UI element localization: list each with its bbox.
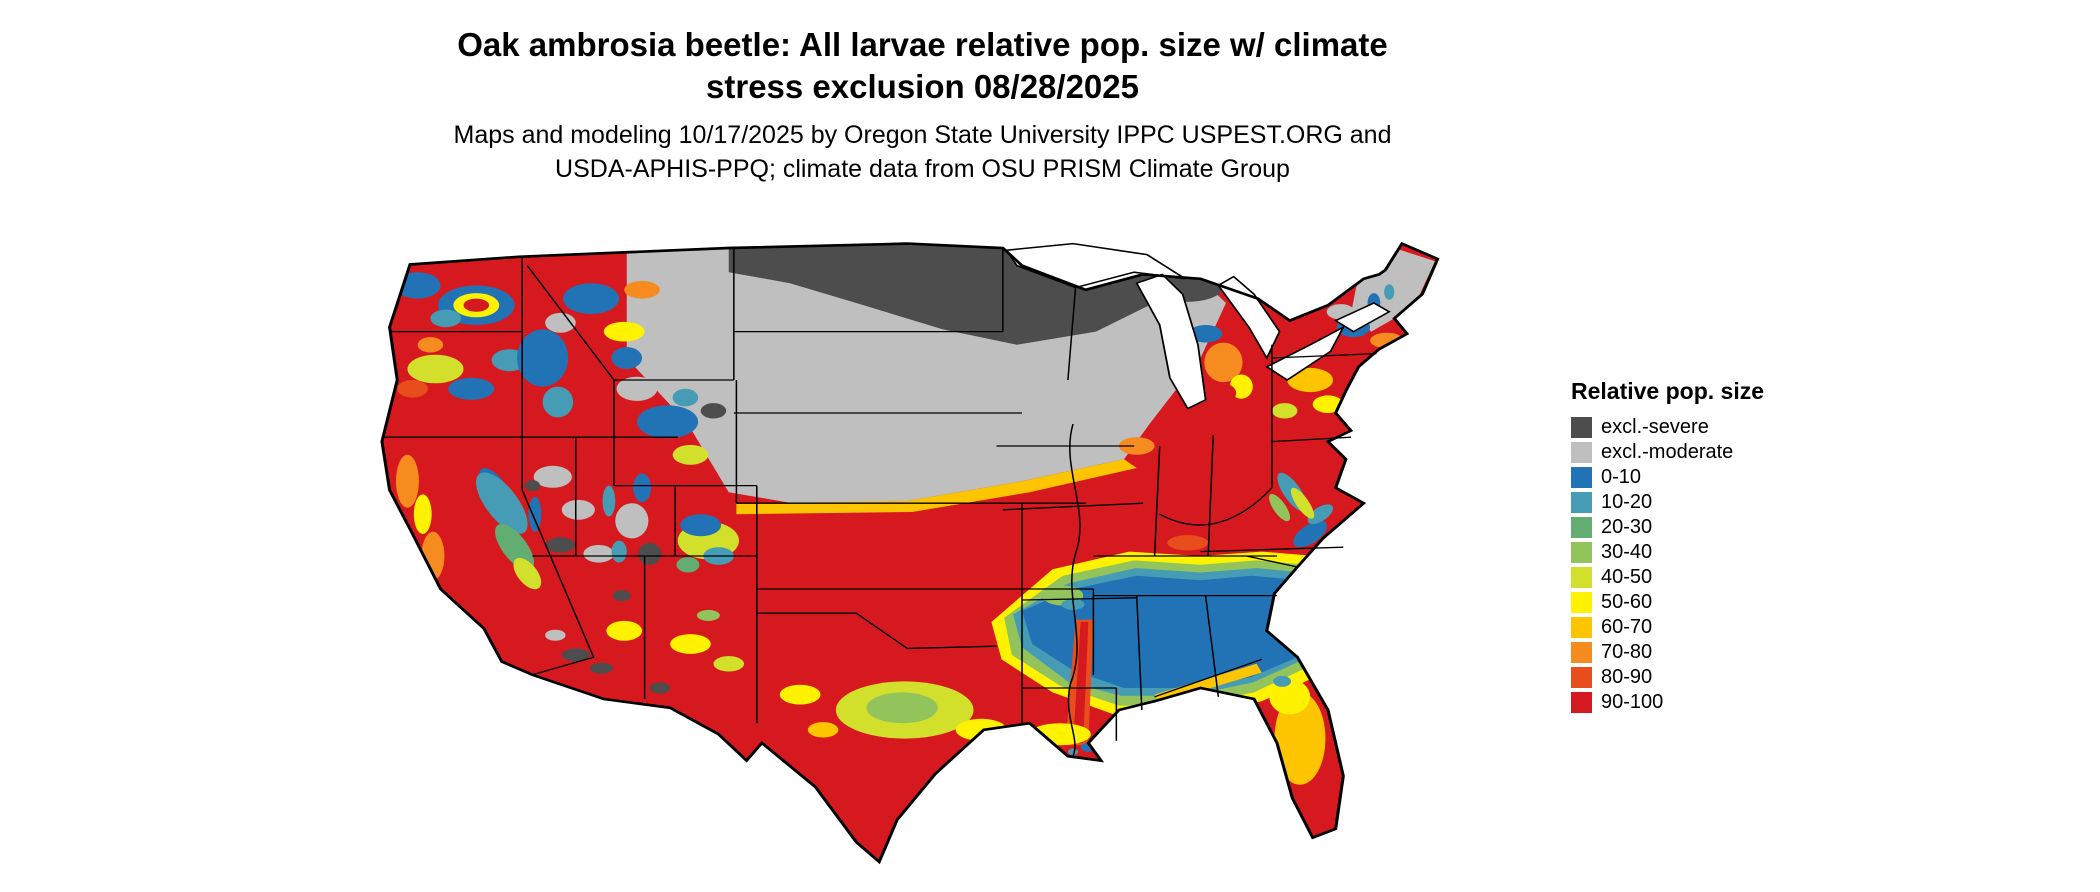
legend-item: 10-20 [1571, 490, 1831, 515]
legend-item: 60-70 [1571, 615, 1831, 640]
legend-label: 80-90 [1601, 666, 1653, 688]
legend-item: 30-40 [1571, 540, 1831, 565]
legend-title: Relative pop. size [1571, 378, 1765, 404]
subtitle-line-2: USDA-APHIS-PPQ; climate data from OSU PR… [555, 155, 1290, 183]
legend-label: excl.-moderate [1601, 441, 1734, 463]
figure-subtitle: Maps and modeling 10/17/2025 by Oregon S… [0, 118, 1845, 186]
legend-swatch [1571, 667, 1592, 688]
legend-label: 40-50 [1601, 566, 1653, 588]
map-legend: Relative pop. size excl.-severe excl.-mo… [1571, 378, 1831, 715]
us-outline [380, 241, 1440, 865]
state-boundaries [381, 248, 1377, 757]
us-map-svg [380, 241, 1440, 865]
legend-swatch [1571, 567, 1592, 588]
legend-swatch [1571, 542, 1592, 563]
legend-label: 70-80 [1601, 641, 1653, 663]
legend-item: excl.-moderate [1571, 440, 1831, 465]
legend-item: 90-100 [1571, 690, 1831, 715]
us-distribution-map [308, 226, 1532, 886]
legend-label: 0-10 [1601, 466, 1642, 488]
legend-label: excl.-severe [1601, 416, 1709, 438]
legend-label: 60-70 [1601, 616, 1653, 638]
legend-swatch [1571, 517, 1592, 538]
legend-swatch [1571, 417, 1592, 438]
legend-item: excl.-severe [1571, 415, 1831, 440]
title-line-2: stress exclusion 08/28/2025 [706, 68, 1139, 105]
legend-swatch [1571, 467, 1592, 488]
legend-item: 40-50 [1571, 565, 1831, 590]
legend-swatch [1571, 617, 1592, 638]
legend-label: 20-30 [1601, 516, 1653, 538]
legend-item: 20-30 [1571, 515, 1831, 540]
legend-swatch [1571, 492, 1592, 513]
legend-item: 70-80 [1571, 640, 1831, 665]
legend-label: 30-40 [1601, 541, 1653, 563]
legend-swatch [1571, 592, 1592, 613]
legend-item: 80-90 [1571, 665, 1831, 690]
legend-label: 50-60 [1601, 591, 1653, 613]
legend-item: 50-60 [1571, 590, 1831, 615]
legend-swatch [1571, 642, 1592, 663]
title-line-1: Oak ambrosia beetle: All larvae relative… [457, 26, 1388, 63]
legend-swatch [1571, 692, 1592, 713]
legend-item: 0-10 [1571, 465, 1831, 490]
legend-swatch [1571, 442, 1592, 463]
legend-label: 10-20 [1601, 491, 1653, 513]
subtitle-line-1: Maps and modeling 10/17/2025 by Oregon S… [453, 121, 1392, 149]
figure-title: Oak ambrosia beetle: All larvae relative… [0, 24, 1845, 108]
legend-label: 90-100 [1601, 691, 1664, 713]
